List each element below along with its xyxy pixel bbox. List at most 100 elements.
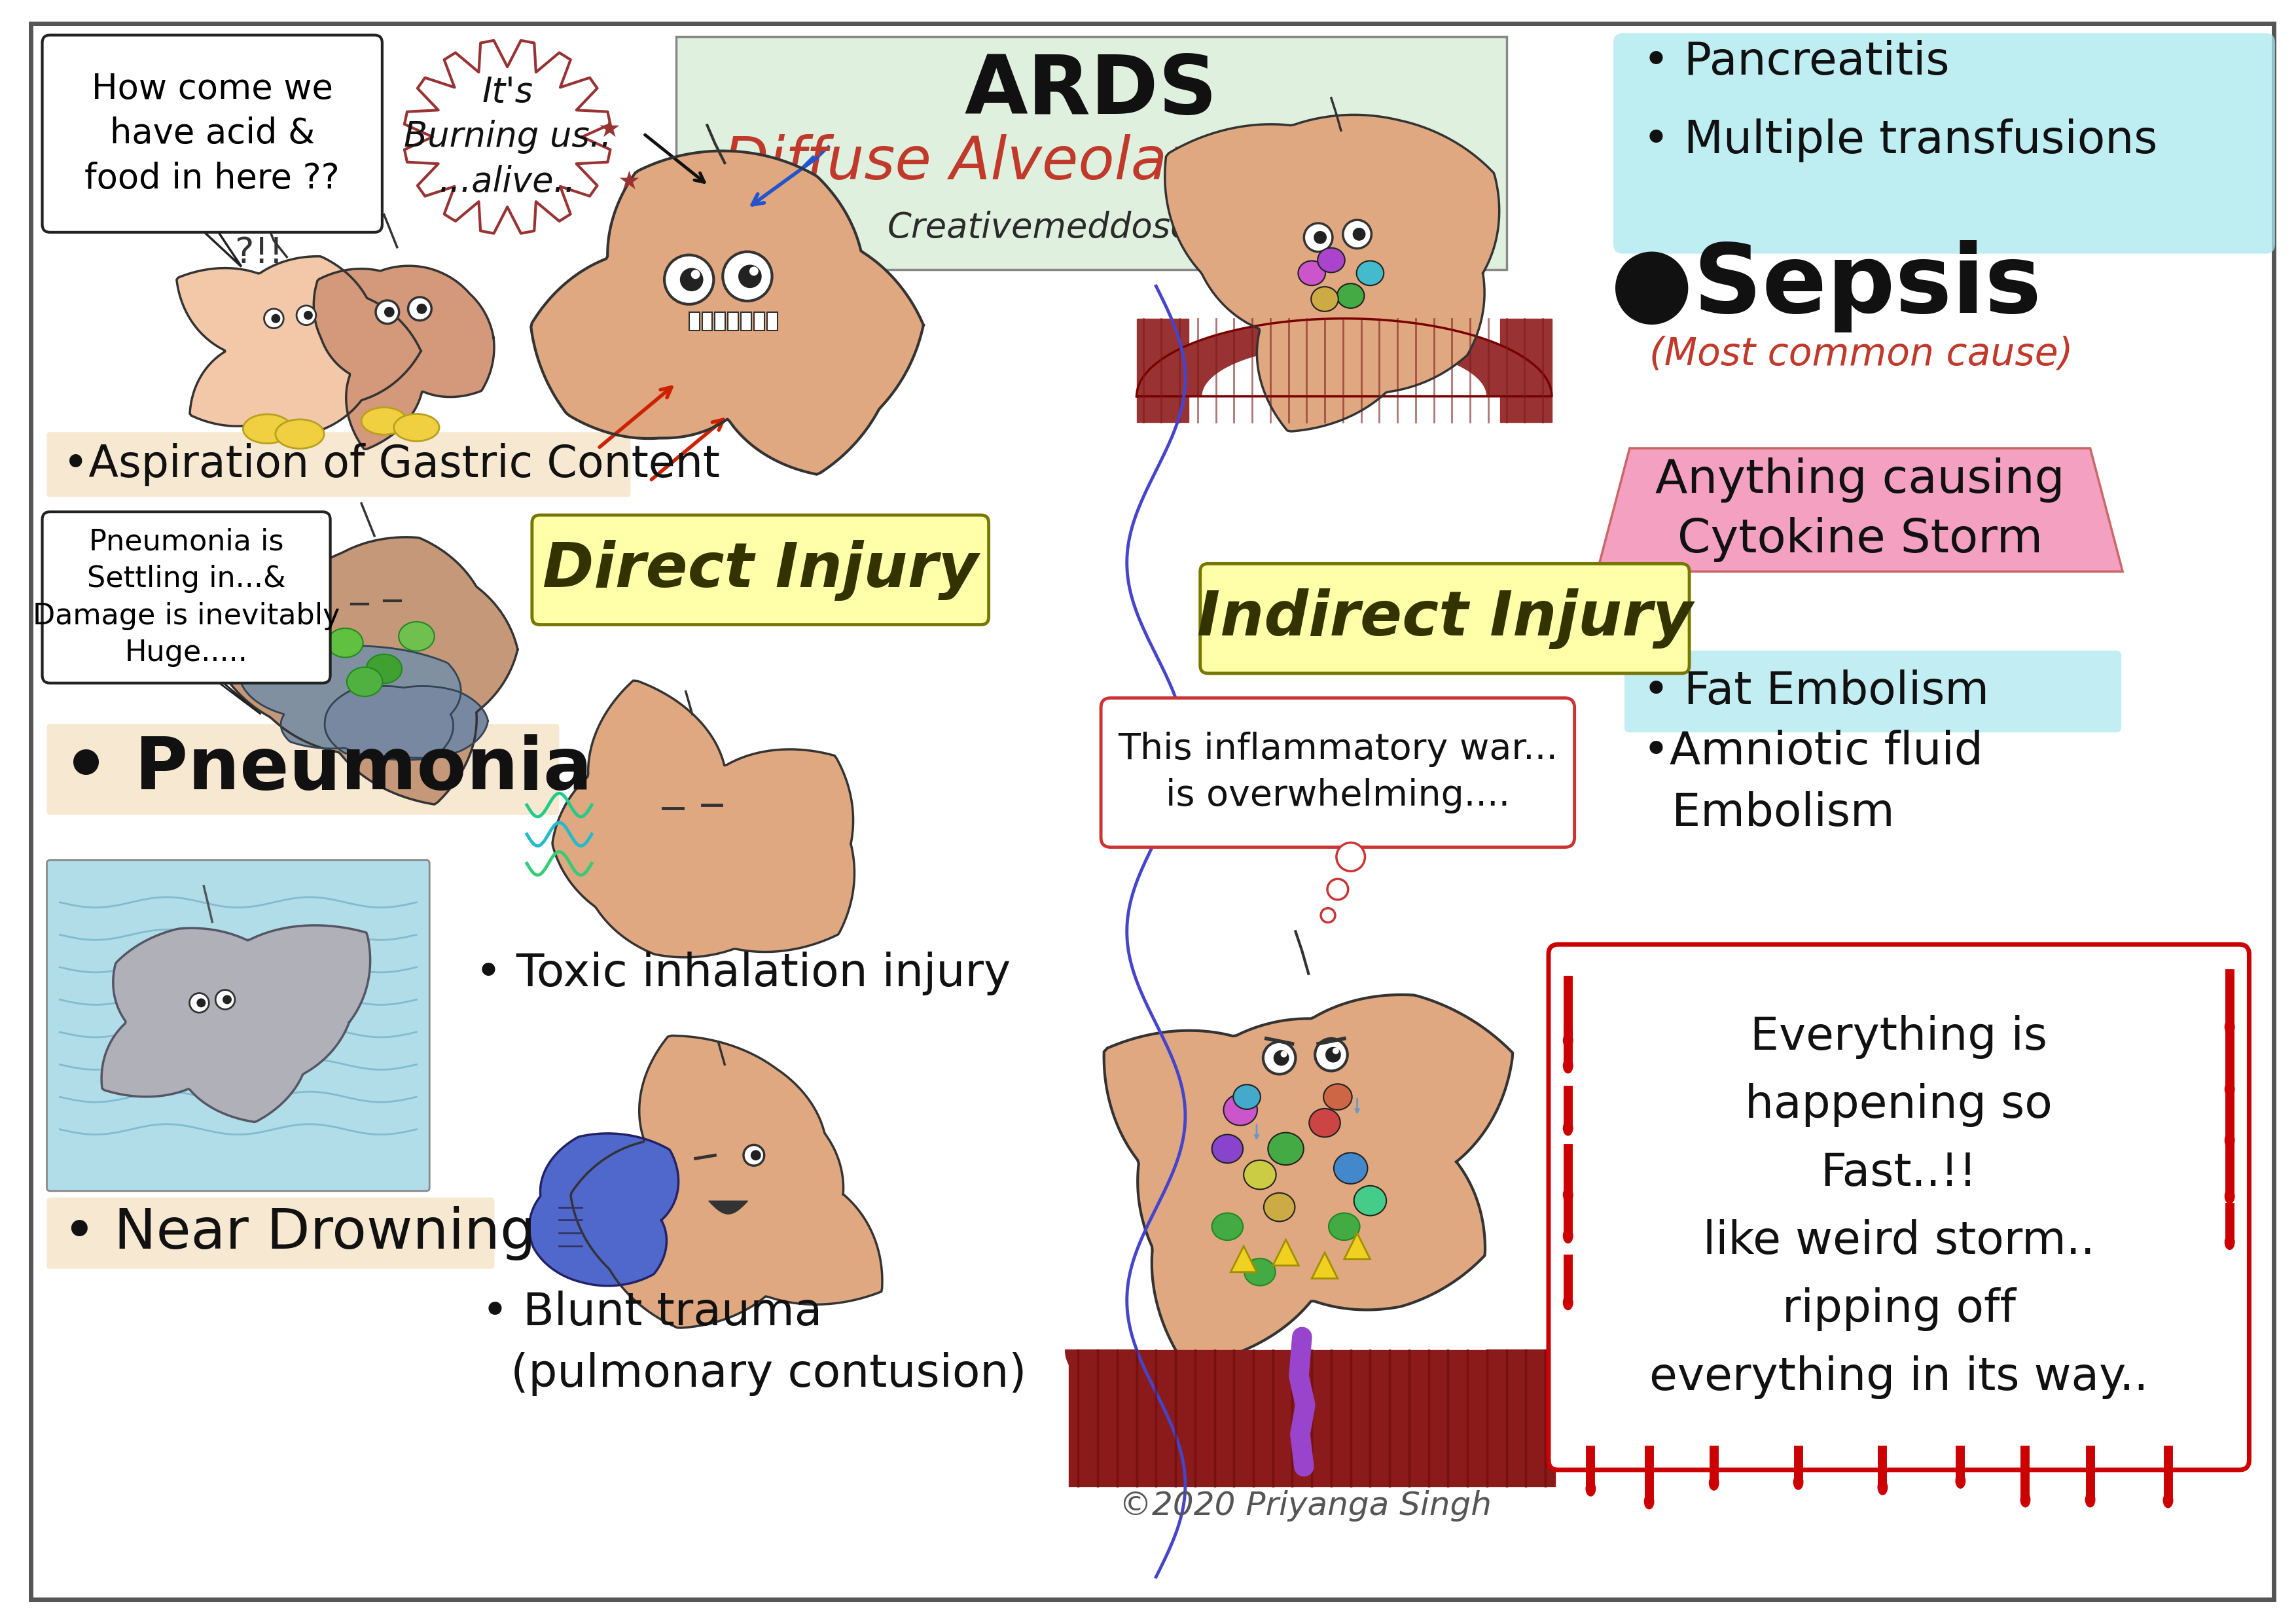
FancyBboxPatch shape [675,36,1506,269]
Ellipse shape [360,407,406,435]
Ellipse shape [1355,1186,1387,1216]
Text: ★: ★ [618,169,641,195]
Circle shape [1327,880,1348,899]
Text: Everything is
happening so
Fast..!!
like weird storm..
ripping off
everything in: Everything is happening so Fast..!! like… [1649,1014,2149,1399]
Circle shape [409,297,432,320]
Ellipse shape [276,419,324,448]
Ellipse shape [1587,1480,1596,1496]
Circle shape [1316,1039,1348,1071]
Text: Creativemeddoses.com: Creativemeddoses.com [889,211,1295,245]
Text: • Toxic inhalation injury: • Toxic inhalation injury [475,951,1010,995]
FancyBboxPatch shape [46,1198,494,1269]
Circle shape [1263,1042,1295,1074]
Polygon shape [209,675,262,714]
Text: Pneumonia is
Settling in...&
Damage is inevitably
Huge.....: Pneumonia is Settling in...& Damage is i… [32,527,340,667]
Polygon shape [1231,1246,1256,1272]
Ellipse shape [1267,1133,1304,1165]
Text: This inflammatory war...
is overwhelming....: This inflammatory war... is overwhelming… [1118,732,1557,813]
Polygon shape [553,680,854,958]
Circle shape [1332,1047,1339,1053]
Text: •Amniotic fluid
  Embolism: •Amniotic fluid Embolism [1642,730,1984,834]
Circle shape [303,310,312,320]
Ellipse shape [1329,1212,1359,1240]
Circle shape [1304,224,1332,252]
Ellipse shape [1244,1160,1277,1190]
Text: ARDS: ARDS [964,52,1217,131]
Ellipse shape [328,628,363,657]
Ellipse shape [1708,1475,1720,1490]
Polygon shape [1137,318,1552,396]
Circle shape [271,313,280,323]
Circle shape [1336,842,1364,872]
Circle shape [1281,1050,1288,1057]
Circle shape [748,266,758,276]
Polygon shape [177,256,420,433]
Circle shape [264,308,285,328]
Polygon shape [1499,318,1552,422]
Polygon shape [324,687,489,758]
Ellipse shape [347,667,383,696]
Text: ●Sepsis: ●Sepsis [1609,240,2041,333]
Ellipse shape [1564,1186,1573,1203]
Text: ★: ★ [599,117,620,143]
Polygon shape [1598,448,2122,571]
FancyBboxPatch shape [41,36,381,232]
Text: • Pancreatitis
• Multiple transfusions: • Pancreatitis • Multiple transfusions [1642,41,2158,162]
Ellipse shape [1318,248,1345,273]
Circle shape [691,269,700,279]
Polygon shape [530,151,923,474]
Ellipse shape [1564,1058,1573,1073]
Polygon shape [1068,1350,1554,1487]
Circle shape [664,255,714,304]
Text: Indirect Injury: Indirect Injury [1196,589,1692,649]
Ellipse shape [1644,1493,1655,1509]
Circle shape [1320,909,1334,922]
Ellipse shape [2225,1235,2234,1250]
Circle shape [223,995,232,1005]
FancyBboxPatch shape [1614,32,2275,253]
Text: It's
Burning us..
...alive..: It's Burning us.. ...alive.. [404,75,611,198]
Circle shape [416,304,427,313]
FancyBboxPatch shape [1201,563,1690,674]
Text: • Blunt trauma
  (pulmonary contusion): • Blunt trauma (pulmonary contusion) [482,1290,1026,1396]
Ellipse shape [400,622,434,651]
Ellipse shape [1956,1474,1965,1488]
Ellipse shape [2020,1492,2030,1508]
Text: Anything causing
Cytokine Storm: Anything causing Cytokine Storm [1655,458,2064,562]
Ellipse shape [1564,1229,1573,1243]
Polygon shape [404,41,611,234]
Circle shape [744,1144,765,1165]
Polygon shape [1137,318,1189,422]
Ellipse shape [1793,1474,1802,1490]
Ellipse shape [367,654,402,683]
Text: ?!!: ?!! [234,235,282,271]
FancyBboxPatch shape [1548,945,2250,1470]
Text: Direct Injury: Direct Injury [542,540,978,601]
FancyBboxPatch shape [1102,698,1575,847]
Ellipse shape [1322,1084,1352,1110]
FancyBboxPatch shape [1626,651,2122,732]
Ellipse shape [2225,1133,2234,1147]
Ellipse shape [1311,287,1339,312]
Ellipse shape [2225,1081,2234,1097]
Circle shape [216,990,234,1010]
Ellipse shape [1297,261,1325,286]
Polygon shape [1272,1240,1300,1266]
Text: • Pneumonia: • Pneumonia [62,734,592,805]
Ellipse shape [243,414,292,443]
Polygon shape [1065,1350,1559,1435]
Ellipse shape [1212,1212,1242,1240]
Ellipse shape [1212,1134,1242,1164]
Circle shape [751,1151,760,1160]
Circle shape [296,305,317,325]
Circle shape [1313,230,1327,243]
Ellipse shape [1878,1480,1887,1495]
Circle shape [191,993,209,1013]
Circle shape [197,998,207,1008]
Ellipse shape [1233,1084,1261,1109]
Text: How come we
have acid &
food in here ??: How come we have acid & food in here ?? [85,71,340,195]
FancyBboxPatch shape [46,860,429,1191]
Ellipse shape [1336,284,1364,308]
FancyBboxPatch shape [41,511,331,683]
Text: Diffuse Alveolar Damage: Diffuse Alveolar Damage [723,135,1460,192]
